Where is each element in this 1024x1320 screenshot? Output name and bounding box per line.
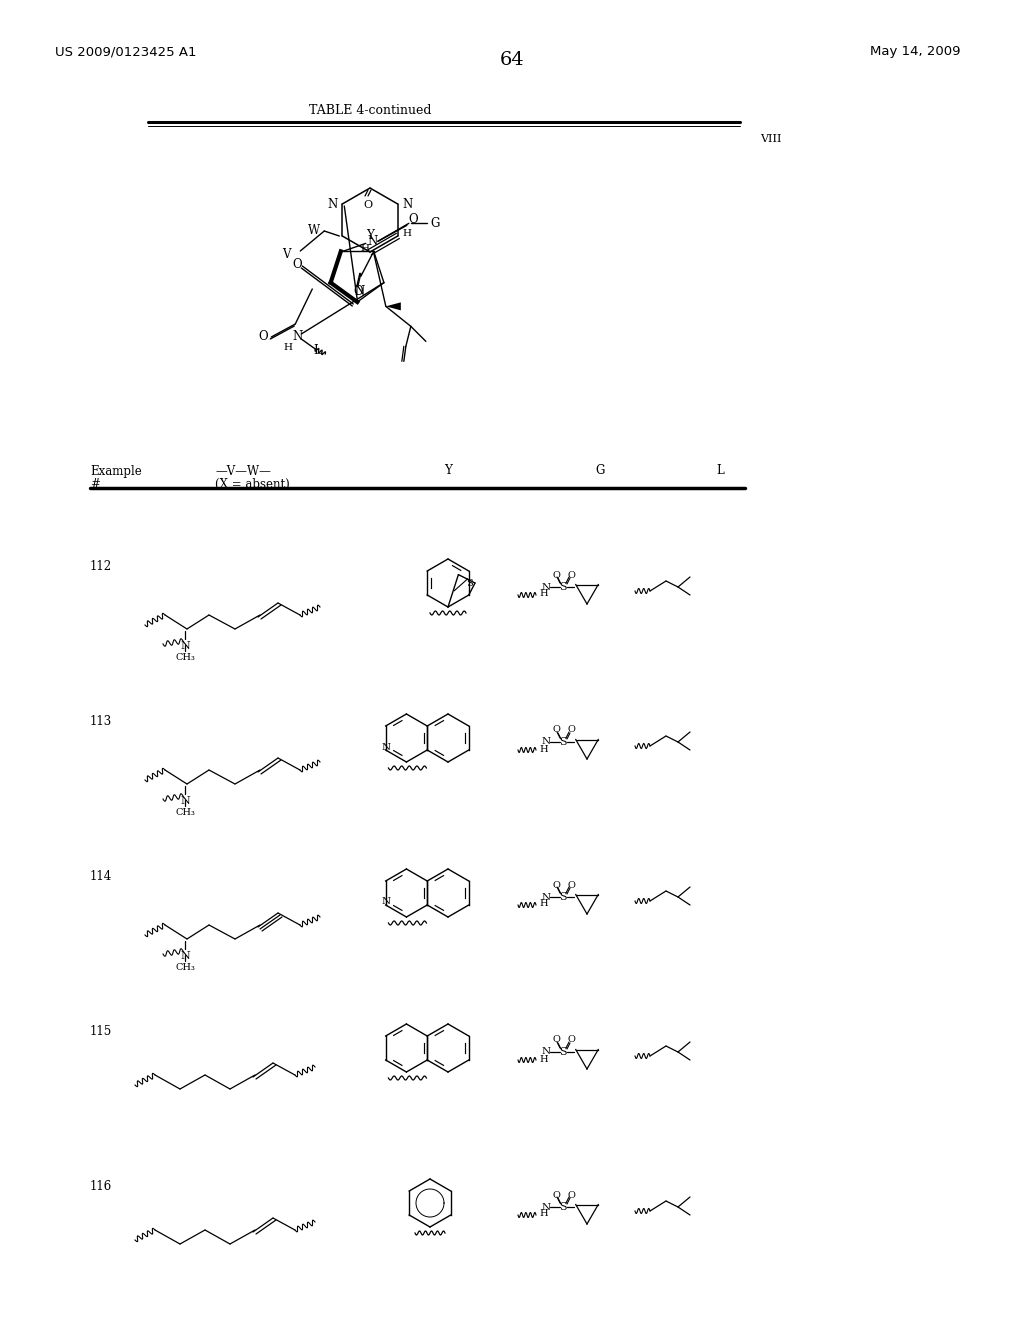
Text: G: G — [595, 465, 605, 478]
Text: O: O — [552, 726, 560, 734]
Text: CH₃: CH₃ — [175, 808, 195, 817]
Text: 64: 64 — [500, 51, 524, 69]
Text: V: V — [282, 248, 290, 260]
Text: O: O — [552, 880, 560, 890]
Text: O: O — [567, 570, 574, 579]
Text: O: O — [552, 1191, 560, 1200]
Text: Example: Example — [90, 465, 141, 478]
Text: N: N — [180, 642, 189, 651]
Text: O: O — [567, 726, 574, 734]
Text: N: N — [542, 1048, 551, 1056]
Polygon shape — [386, 302, 400, 310]
Text: O: O — [567, 1035, 574, 1044]
Text: N: N — [381, 898, 390, 907]
Text: 114: 114 — [90, 870, 113, 883]
Text: O: O — [552, 1035, 560, 1044]
Text: N: N — [180, 950, 189, 961]
Text: O: O — [353, 285, 362, 298]
Text: O: O — [258, 330, 268, 343]
Text: O: O — [567, 880, 574, 890]
Text: N: N — [180, 796, 189, 807]
Text: H: H — [284, 342, 293, 351]
Text: N: N — [542, 892, 551, 902]
Text: 116: 116 — [90, 1180, 113, 1193]
Text: O: O — [567, 1191, 574, 1200]
Text: L: L — [716, 465, 724, 478]
Text: CH₃: CH₃ — [175, 653, 195, 663]
Text: CH₃: CH₃ — [175, 964, 195, 972]
Text: N: N — [292, 330, 302, 343]
Text: O: O — [408, 213, 418, 226]
Text: N: N — [542, 1203, 551, 1212]
Text: N: N — [354, 285, 365, 298]
Text: 113: 113 — [90, 715, 113, 729]
Text: H: H — [539, 899, 548, 908]
Text: S: S — [559, 737, 567, 747]
Text: W: W — [308, 224, 321, 238]
Text: H: H — [402, 230, 412, 239]
Text: S: S — [559, 1047, 567, 1057]
Text: S: S — [559, 1203, 567, 1212]
Text: 112: 112 — [90, 560, 112, 573]
Text: (X = absent): (X = absent) — [215, 478, 290, 491]
Text: N: N — [327, 198, 337, 210]
Text: —V—W—: —V—W— — [215, 465, 271, 478]
Text: H: H — [539, 1209, 548, 1218]
Text: Y: Y — [444, 465, 452, 478]
Text: N: N — [542, 582, 551, 591]
Text: N: N — [542, 738, 551, 747]
Text: S: S — [559, 582, 567, 591]
Text: VIII: VIII — [760, 135, 781, 144]
Text: May 14, 2009: May 14, 2009 — [869, 45, 961, 58]
Text: N: N — [368, 235, 378, 248]
Text: N: N — [402, 198, 413, 210]
Text: #: # — [90, 478, 100, 491]
Text: N: N — [381, 743, 390, 752]
Text: US 2009/0123425 A1: US 2009/0123425 A1 — [55, 45, 197, 58]
Text: S: S — [466, 578, 472, 587]
Text: H: H — [539, 744, 548, 754]
Text: 115: 115 — [90, 1026, 113, 1038]
Text: TABLE 4-continued: TABLE 4-continued — [309, 103, 431, 116]
Text: L: L — [313, 345, 322, 358]
Text: G: G — [431, 216, 440, 230]
Text: Y: Y — [366, 228, 374, 242]
Text: H: H — [539, 590, 548, 598]
Text: S: S — [559, 892, 567, 902]
Text: O: O — [552, 570, 560, 579]
Text: H: H — [539, 1055, 548, 1064]
Text: H: H — [360, 244, 370, 253]
Text: O: O — [364, 201, 373, 210]
Text: O: O — [293, 257, 302, 271]
